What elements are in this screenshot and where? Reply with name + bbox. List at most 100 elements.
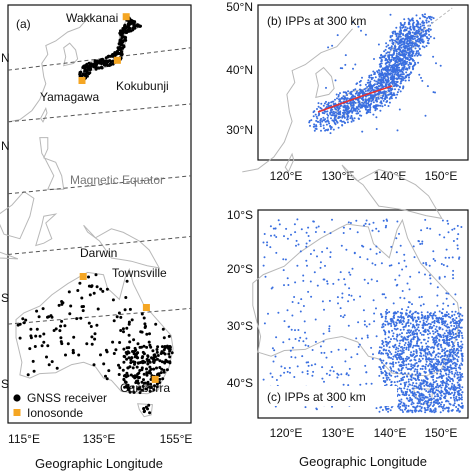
ipp-point xyxy=(298,339,301,342)
ipp-point xyxy=(414,61,416,64)
ipp-point xyxy=(398,333,401,336)
ipp-point xyxy=(375,97,378,100)
ipp-point xyxy=(426,353,429,356)
ipp-point xyxy=(458,385,461,388)
ipp-point xyxy=(291,301,294,303)
ipp-point xyxy=(262,241,265,244)
ipp-point xyxy=(416,328,419,331)
ipp-point xyxy=(402,393,405,396)
ipp-point xyxy=(420,229,423,232)
gnss-receiver-point xyxy=(162,370,166,374)
ipp-point xyxy=(386,378,389,381)
ipp-point xyxy=(379,101,382,104)
ipp-point xyxy=(336,376,339,379)
ipp-point xyxy=(441,317,444,320)
ipp-point xyxy=(443,404,446,406)
ipp-point xyxy=(460,374,463,377)
ipp-point xyxy=(455,363,458,366)
ipp-point xyxy=(419,397,422,400)
ipp-point xyxy=(456,224,459,227)
ipp-point xyxy=(402,68,405,71)
gnss-receiver-point xyxy=(87,321,91,325)
gnss-receiver-point xyxy=(140,380,144,384)
ipp-point xyxy=(324,264,326,267)
ipp-point xyxy=(425,363,428,366)
ipp-point xyxy=(412,337,415,339)
ipp-point xyxy=(350,356,353,359)
ipp-point xyxy=(388,47,390,50)
ipp-point xyxy=(390,357,392,359)
ipp-point xyxy=(342,109,345,112)
gnss-receiver-point xyxy=(132,338,136,342)
ipp-point xyxy=(383,293,386,296)
ipp-point xyxy=(430,314,433,317)
ipp-point xyxy=(350,294,353,297)
gnss-receiver-point xyxy=(158,381,162,384)
gnss-receiver-point xyxy=(142,407,146,411)
ipp-point xyxy=(397,350,400,353)
ipp-point xyxy=(335,108,337,111)
ipp-point xyxy=(309,124,311,127)
ipp-point xyxy=(319,119,322,122)
ipp-point xyxy=(400,401,403,404)
ipp-point xyxy=(395,77,398,80)
ipp-point xyxy=(385,61,388,64)
ipp-point xyxy=(458,394,460,397)
ipp-point xyxy=(286,370,289,373)
ipp-point xyxy=(320,19,323,21)
ipp-point xyxy=(455,395,458,398)
ipp-point xyxy=(392,315,395,318)
ipp-point xyxy=(436,286,439,289)
ipp-point xyxy=(392,332,395,335)
panel-c-xtick-label: 150°E xyxy=(425,426,458,440)
ipp-point xyxy=(404,79,407,82)
ipp-point xyxy=(429,325,432,328)
ipp-point xyxy=(414,362,417,365)
ipp-point xyxy=(330,126,333,129)
ipp-point xyxy=(420,392,423,395)
coastline-shape xyxy=(242,28,353,173)
legend-marker-ionosonde xyxy=(13,409,21,416)
ipp-point xyxy=(434,399,437,402)
ipp-point xyxy=(437,369,440,372)
ipp-point xyxy=(446,391,449,394)
gnss-receiver-point xyxy=(125,357,129,361)
ipp-point xyxy=(427,316,430,319)
ipp-point xyxy=(421,368,424,370)
ipp-point xyxy=(362,102,365,105)
ipp-point xyxy=(321,366,324,369)
ipp-point xyxy=(403,387,406,390)
ipp-point xyxy=(316,255,318,258)
ipp-point xyxy=(408,331,411,334)
ipp-point xyxy=(416,342,418,345)
ipp-point xyxy=(425,390,428,392)
ipp-point xyxy=(339,307,342,310)
ipp-point xyxy=(416,341,419,343)
gnss-receiver-point xyxy=(76,289,80,292)
gnss-receiver-point xyxy=(148,365,152,369)
gnss-receiver-point xyxy=(26,373,30,377)
ipp-point xyxy=(331,366,334,369)
ipp-point xyxy=(297,243,300,246)
ipp-point xyxy=(441,359,444,362)
ipp-point xyxy=(344,105,347,108)
ipp-point xyxy=(407,357,410,360)
gnss-receiver-point xyxy=(127,322,131,326)
ipp-point xyxy=(458,326,461,328)
ipp-point xyxy=(415,393,417,396)
ipp-point xyxy=(395,59,398,62)
ipp-point xyxy=(326,110,329,113)
ipp-point xyxy=(428,399,431,402)
ipp-point xyxy=(418,384,421,387)
ipp-point xyxy=(383,329,385,332)
ipp-point xyxy=(405,324,407,327)
ipp-point xyxy=(328,325,331,328)
ipp-point xyxy=(322,124,325,127)
ipp-point xyxy=(283,371,286,374)
ipp-point xyxy=(413,28,416,31)
ipp-point xyxy=(394,361,397,364)
ipp-point xyxy=(439,411,442,414)
ipp-point xyxy=(339,67,342,70)
ipp-point xyxy=(419,42,422,44)
ipp-point xyxy=(390,369,393,372)
